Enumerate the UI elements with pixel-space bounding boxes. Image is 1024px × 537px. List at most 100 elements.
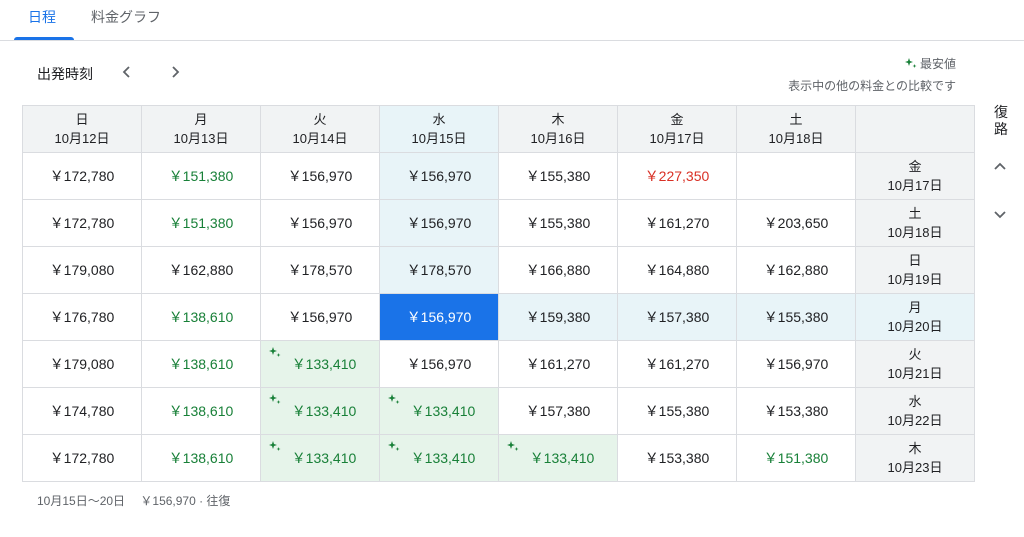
price-cell[interactable]: ￥164,880	[617, 246, 737, 294]
price-cell[interactable]: ￥174,780	[22, 387, 142, 435]
price-cell[interactable]: ￥156,970	[260, 293, 380, 341]
price-cell[interactable]: ￥138,610	[141, 293, 261, 341]
price-cell[interactable]: ￥153,380	[617, 434, 737, 482]
price-value: ￥161,270	[525, 356, 591, 372]
tab-schedule[interactable]: 日程	[28, 9, 56, 25]
price-cell[interactable]: ￥133,410	[260, 387, 380, 435]
price-cell[interactable]: ￥153,380	[736, 387, 856, 435]
return-date-header: 金 10月17日	[855, 152, 975, 200]
price-cell[interactable]: ￥133,410	[260, 434, 380, 482]
price-cell[interactable]: ￥155,380	[498, 152, 618, 200]
departure-date-header: 火 10月14日	[260, 105, 380, 153]
sparkle-icon	[269, 347, 281, 357]
price-cell[interactable]: ￥179,080	[22, 340, 142, 388]
price-value: ￥156,970	[406, 356, 472, 372]
price-cell[interactable]: ￥138,610	[141, 340, 261, 388]
departure-weekday: 日	[75, 112, 89, 127]
table-row: ￥176,780 ￥138,610 ￥156,970 ￥156,970 ￥159,380…	[22, 293, 975, 341]
price-cell[interactable]: ￥156,970	[379, 152, 499, 200]
price-cell[interactable]: ￥157,380	[617, 293, 737, 341]
price-value: ￥156,970	[287, 215, 353, 231]
price-cell[interactable]: ￥162,880	[736, 246, 856, 294]
price-value: ￥156,970	[763, 356, 829, 372]
sparkle-icon	[507, 441, 519, 451]
price-cell[interactable]: ￥162,880	[141, 246, 261, 294]
sparkle-icon	[388, 441, 400, 451]
price-cell[interactable]: ￥159,380	[498, 293, 618, 341]
price-value: ￥156,970	[406, 309, 472, 325]
price-cell[interactable]: ￥166,880	[498, 246, 618, 294]
price-cell[interactable]: ￥161,270	[617, 340, 737, 388]
price-cell[interactable]: ￥172,780	[22, 434, 142, 482]
departure-date: 10月15日	[411, 131, 467, 146]
table-row: ￥172,780 ￥151,380 ￥156,970 ￥156,970 ￥155,380…	[22, 152, 975, 200]
price-cell[interactable]: ￥203,650	[736, 199, 856, 247]
price-value: ￥138,610	[168, 403, 234, 419]
price-legend: 最安値 表示中の他の料金との比較です	[788, 54, 956, 96]
next-week-button[interactable]	[165, 62, 185, 82]
price-value: ￥172,780	[49, 450, 115, 466]
price-cell[interactable]: ￥178,570	[260, 246, 380, 294]
price-value: ￥138,610	[168, 356, 234, 372]
departure-weekday: 金	[670, 112, 684, 127]
price-cell[interactable]: ￥156,970	[379, 293, 499, 341]
return-date-header: 土 10月18日	[855, 199, 975, 247]
price-value: ￥203,650	[763, 215, 829, 231]
price-cell[interactable]: ￥151,380	[736, 434, 856, 482]
price-cell[interactable]: ￥133,410	[498, 434, 618, 482]
price-cell[interactable]: ￥156,970	[260, 152, 380, 200]
prev-week-button[interactable]	[117, 62, 137, 82]
price-cell[interactable]: ￥156,970	[736, 340, 856, 388]
price-cell[interactable]: ￥156,970	[260, 199, 380, 247]
summary-dates: 10月15日〜20日	[37, 494, 126, 508]
price-cell[interactable]: ￥151,380	[141, 199, 261, 247]
price-cell[interactable]: ￥172,780	[22, 199, 142, 247]
tab-price-graph[interactable]: 料金グラフ	[91, 9, 161, 25]
return-date: 10月19日	[887, 272, 943, 287]
price-cell[interactable]: ￥161,270	[498, 340, 618, 388]
return-date: 10月22日	[887, 413, 943, 428]
price-cell[interactable]: ￥133,410	[260, 340, 380, 388]
price-cell[interactable]: ￥156,970	[379, 340, 499, 388]
price-value: ￥179,080	[49, 262, 115, 278]
price-cell[interactable]: ￥155,380	[617, 387, 737, 435]
price-cell[interactable]: ￥138,610	[141, 387, 261, 435]
price-cell[interactable]: ￥176,780	[22, 293, 142, 341]
price-cell[interactable]: ￥178,570	[379, 246, 499, 294]
price-cell[interactable]: ￥138,610	[141, 434, 261, 482]
price-cell[interactable]: ￥157,380	[498, 387, 618, 435]
price-cell[interactable]: ￥227,350	[617, 152, 737, 200]
price-value: ￥133,410	[410, 450, 476, 466]
return-weekday: 金	[908, 159, 922, 174]
table-row: ￥174,780 ￥138,610 ￥133,410 ￥133,410 ￥157,380…	[22, 387, 975, 435]
price-value: ￥133,410	[291, 403, 357, 419]
price-cell[interactable]: ￥156,970	[379, 199, 499, 247]
return-date: 10月23日	[887, 460, 943, 475]
price-cell[interactable]: ￥179,080	[22, 246, 142, 294]
price-value: ￥151,380	[763, 450, 829, 466]
active-tab-indicator	[14, 37, 74, 40]
price-value: ￥153,380	[644, 450, 710, 466]
price-cell[interactable]: ￥155,380	[736, 293, 856, 341]
price-cell[interactable]: ￥133,410	[379, 434, 499, 482]
return-weekday: 土	[908, 206, 922, 221]
price-cell[interactable]: ￥172,780	[22, 152, 142, 200]
cheapest-legend-label: 最安値	[919, 57, 956, 71]
next-return-button[interactable]	[990, 204, 1010, 224]
price-cell[interactable]: ￥151,380	[141, 152, 261, 200]
price-value: ￥133,410	[291, 356, 357, 372]
sparkle-icon	[388, 394, 400, 404]
chevron-right-icon	[172, 66, 180, 78]
price-cell[interactable]: ￥161,270	[617, 199, 737, 247]
price-value: ￥155,380	[763, 309, 829, 325]
prev-return-button[interactable]	[990, 157, 1010, 177]
price-cell[interactable]: ￥133,410	[379, 387, 499, 435]
departure-date-header: 木 10月16日	[498, 105, 618, 153]
departure-date: 10月17日	[649, 131, 705, 146]
price-value: ￥172,780	[49, 215, 115, 231]
price-value: ￥156,970	[406, 215, 472, 231]
price-cell[interactable]: ￥155,380	[498, 199, 618, 247]
return-weekday: 日	[908, 253, 922, 268]
departure-label: 出発時刻	[37, 66, 93, 82]
price-value: ￥161,270	[644, 356, 710, 372]
